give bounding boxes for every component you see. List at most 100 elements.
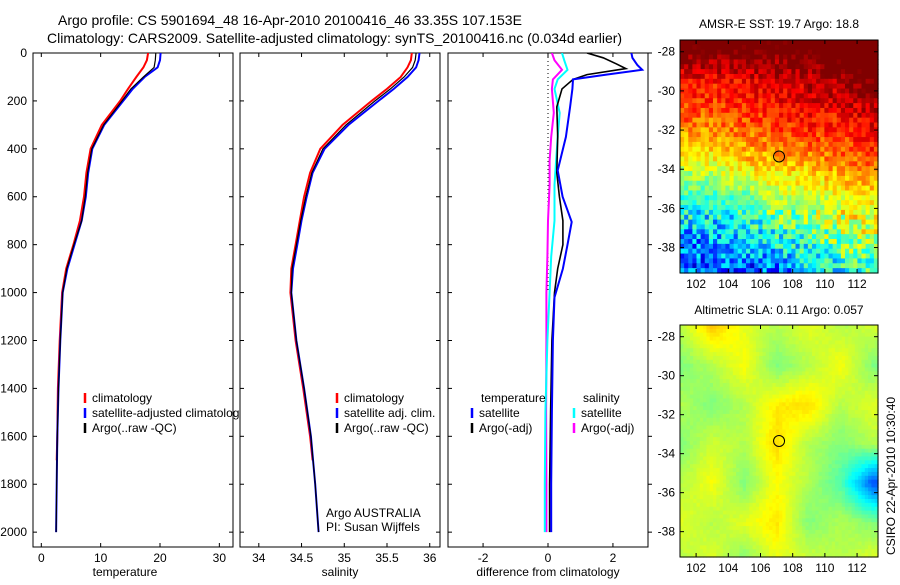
map-cell xyxy=(800,195,805,200)
map-cell xyxy=(800,181,805,186)
map-cell xyxy=(866,190,871,195)
map-cell xyxy=(701,171,706,176)
map-cell xyxy=(688,210,693,215)
map-cell xyxy=(701,249,706,254)
map-cell xyxy=(800,205,805,210)
map-cell xyxy=(767,210,772,215)
map-cell xyxy=(853,55,858,60)
map-cell xyxy=(808,195,813,200)
map-cell xyxy=(787,234,792,239)
map-cell xyxy=(866,142,871,147)
map-cell xyxy=(853,147,858,152)
map-cell xyxy=(820,59,825,64)
map-cell xyxy=(763,89,768,94)
map-cell xyxy=(746,157,751,162)
map-cell xyxy=(845,89,850,94)
map-cell xyxy=(796,108,801,113)
map-cell xyxy=(783,103,788,108)
map-cell xyxy=(697,210,702,215)
map-cell xyxy=(804,181,809,186)
map-cell xyxy=(800,215,805,220)
map-cell xyxy=(717,176,722,181)
map-cell xyxy=(857,79,862,84)
map-cell xyxy=(701,220,706,225)
map-cell xyxy=(857,249,862,254)
map-cell xyxy=(684,152,689,157)
map-cell xyxy=(808,132,813,137)
map-cell xyxy=(763,45,768,50)
map-cell xyxy=(866,263,871,268)
map-cell xyxy=(709,244,714,249)
map-cell xyxy=(692,74,697,79)
map-cell xyxy=(804,215,809,220)
map-cell xyxy=(841,229,846,234)
map-cell xyxy=(870,118,875,123)
map-cell xyxy=(771,161,776,166)
map-cell xyxy=(849,45,854,50)
map-cell xyxy=(870,234,875,239)
map-cell xyxy=(750,79,755,84)
map-cell xyxy=(824,132,829,137)
map-cell xyxy=(697,108,702,113)
map-cell xyxy=(688,171,693,176)
map-cell xyxy=(725,74,730,79)
map-cell xyxy=(841,74,846,79)
map-cell xyxy=(853,239,858,244)
map-cell xyxy=(767,181,772,186)
map-cell xyxy=(709,263,714,268)
map-cell xyxy=(779,93,784,98)
map-cell xyxy=(820,249,825,254)
map-cell xyxy=(800,152,805,157)
map-cell xyxy=(829,45,834,50)
map-cell xyxy=(734,147,739,152)
map-cell xyxy=(721,127,726,132)
map-cell xyxy=(812,98,817,103)
map-cell xyxy=(688,152,693,157)
map-cell xyxy=(771,132,776,137)
map-cell xyxy=(709,258,714,263)
map-cell xyxy=(701,254,706,259)
map-cell xyxy=(684,79,689,84)
map-cell xyxy=(684,258,689,263)
map-cell xyxy=(804,220,809,225)
map-cell xyxy=(705,176,710,181)
map-cell xyxy=(684,137,689,142)
map-cell xyxy=(849,64,854,69)
map-cell xyxy=(701,166,706,171)
map-cell xyxy=(816,59,821,64)
map-cell xyxy=(742,118,747,123)
map-cell xyxy=(812,166,817,171)
map-cell xyxy=(833,220,838,225)
map-cell xyxy=(758,84,763,89)
map-cell xyxy=(705,59,710,64)
map-cell xyxy=(730,40,735,45)
map-cell xyxy=(808,142,813,147)
map-cell xyxy=(800,69,805,74)
map-cell xyxy=(746,55,751,60)
map-cell xyxy=(837,161,842,166)
map-cell xyxy=(734,249,739,254)
map-cell xyxy=(833,205,838,210)
map-cell xyxy=(692,166,697,171)
x-tick-label: 35 xyxy=(338,551,352,565)
map-cell xyxy=(750,132,755,137)
map-cell xyxy=(717,40,722,45)
map-cell xyxy=(812,171,817,176)
map-cell xyxy=(701,84,706,89)
map-cell xyxy=(771,127,776,132)
map-cell xyxy=(845,69,850,74)
map-cell xyxy=(820,171,825,176)
map-cell xyxy=(697,64,702,69)
map-cell xyxy=(837,59,842,64)
map-cell xyxy=(845,234,850,239)
map-cell xyxy=(697,166,702,171)
map-cell xyxy=(783,181,788,186)
map-cell xyxy=(763,186,768,191)
map-cell xyxy=(688,74,693,79)
map-cell xyxy=(775,93,780,98)
map-cell xyxy=(787,69,792,74)
map-cell xyxy=(841,224,846,229)
map-cell xyxy=(754,195,759,200)
y-tick-label: 1400 xyxy=(0,381,27,395)
map-cell xyxy=(767,263,772,268)
